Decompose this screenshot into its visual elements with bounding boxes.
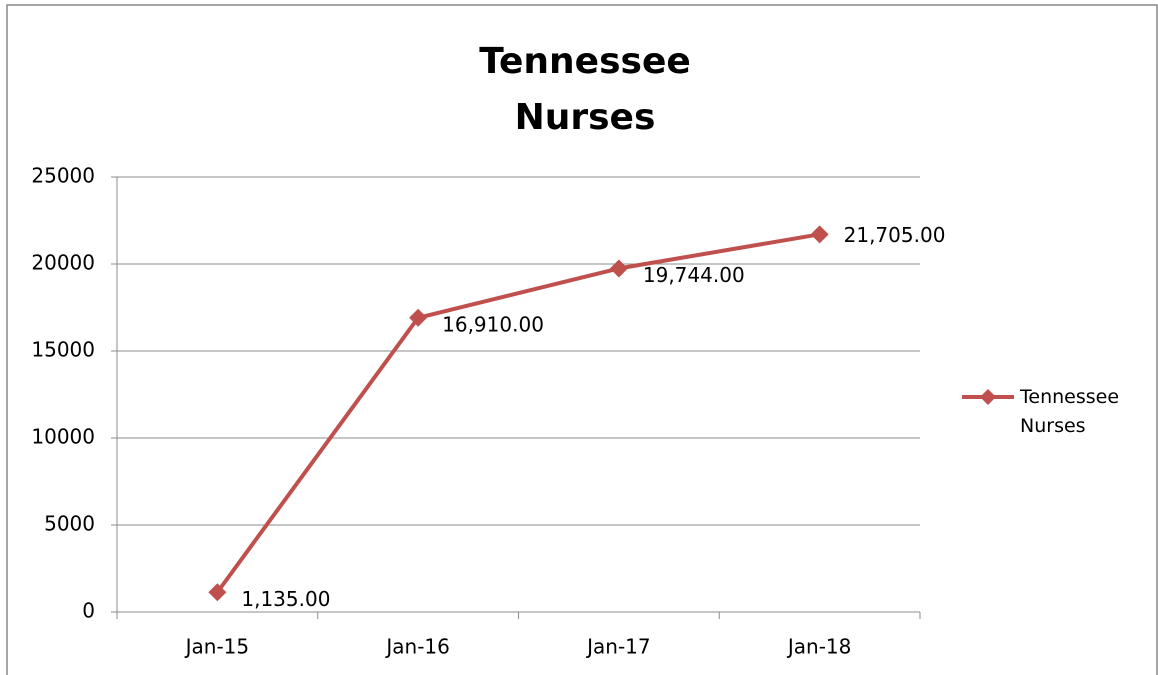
marker (409, 308, 428, 327)
legend-label: Tennessee Nurses (1020, 386, 1120, 437)
legend-marker (980, 389, 996, 405)
marker (609, 259, 628, 278)
data-label: 1,135.00 (241, 587, 330, 611)
chart-border (6, 4, 1158, 675)
x-tick-label: Jan-18 (786, 635, 852, 659)
data-label: 16,910.00 (442, 312, 544, 336)
marker (208, 583, 227, 602)
y-tick-label: 5000 (44, 512, 95, 536)
data-label: 19,744.00 (643, 263, 745, 287)
y-tick-label: 15000 (31, 338, 95, 362)
data-label: 21,705.00 (844, 223, 946, 247)
y-tick-label: 25000 (31, 164, 95, 188)
series-line (215, 232, 820, 594)
x-tick-label: Jan-16 (384, 635, 450, 659)
y-tick-label: 10000 (31, 425, 95, 449)
x-tick-label: Jan-17 (585, 635, 651, 659)
y-tick-label: 20000 (31, 251, 95, 275)
x-tick-label: Jan-15 (184, 635, 250, 659)
marker (810, 225, 829, 244)
chart-title: Tennessee Nurses (479, 41, 691, 138)
y-tick-label: 0 (82, 599, 95, 623)
